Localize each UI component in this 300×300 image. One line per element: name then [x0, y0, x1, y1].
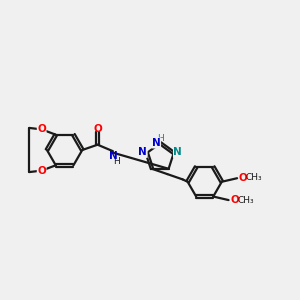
- Text: H: H: [157, 134, 164, 143]
- Text: O: O: [230, 195, 239, 206]
- Text: O: O: [37, 166, 46, 176]
- Text: N: N: [152, 138, 161, 148]
- Text: H: H: [113, 157, 120, 166]
- Text: CH₃: CH₃: [237, 196, 254, 205]
- Text: CH₃: CH₃: [246, 173, 262, 182]
- Text: O: O: [93, 124, 102, 134]
- Text: N: N: [173, 147, 182, 158]
- Text: O: O: [238, 173, 247, 183]
- Text: N: N: [109, 152, 118, 161]
- Text: N: N: [138, 147, 147, 158]
- Text: O: O: [37, 124, 46, 134]
